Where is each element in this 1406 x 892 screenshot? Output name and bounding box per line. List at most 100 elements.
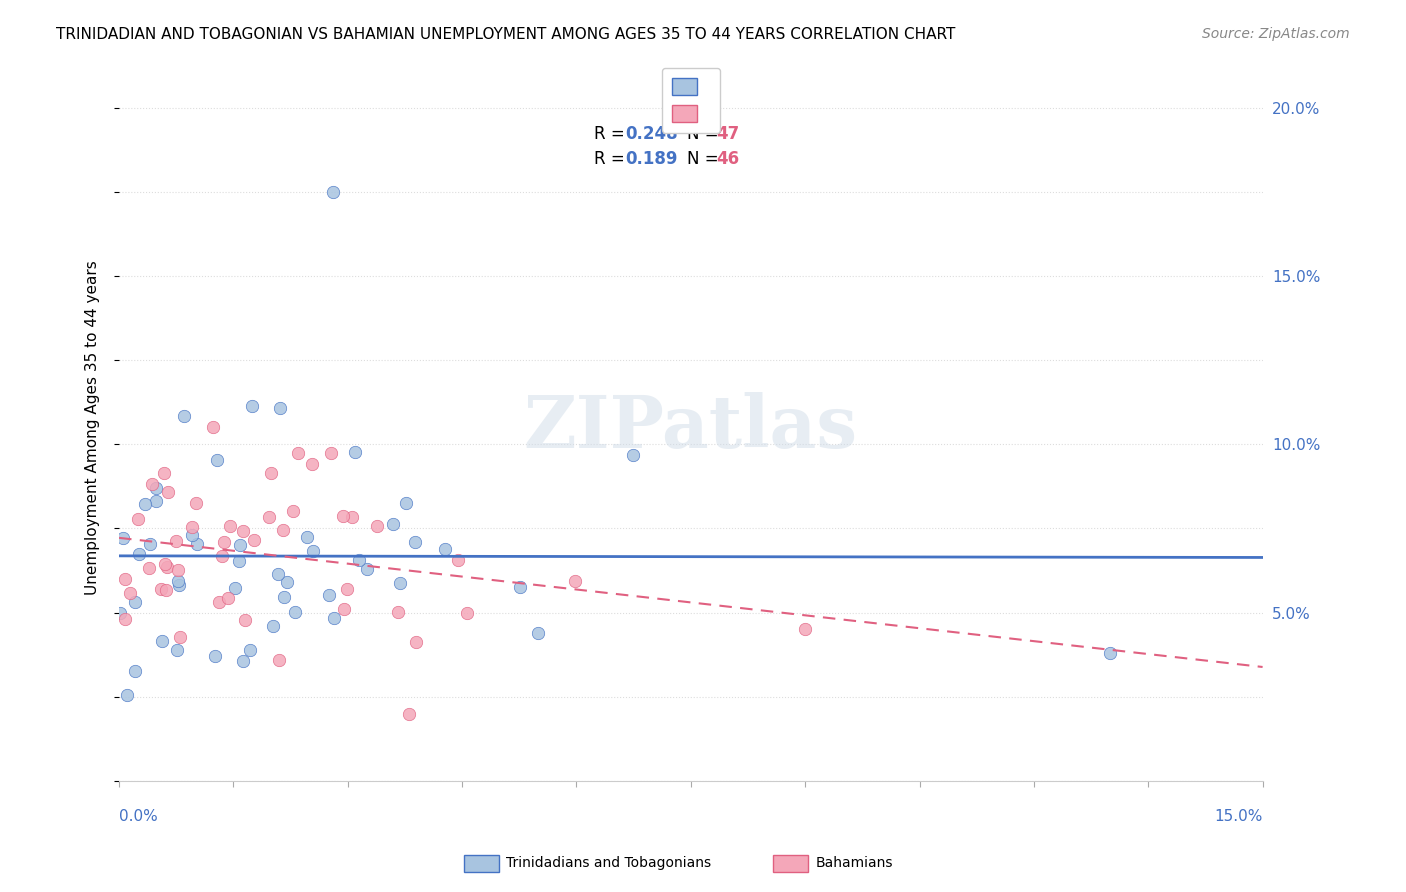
Point [398, 706, 420, 721]
Point [134, 497, 156, 511]
Point [114, 572, 136, 586]
Text: 0.189: 0.189 [626, 150, 678, 168]
Point [395, 496, 418, 510]
Point [141, 476, 163, 491]
Text: Trinidadians and Tobagonians: Trinidadians and Tobagonians [506, 856, 711, 871]
Point [1099, 646, 1122, 660]
Point [447, 553, 470, 567]
Point [205, 453, 228, 467]
Text: N =: N = [688, 150, 718, 168]
Point [340, 510, 363, 524]
Point [273, 590, 295, 604]
Point [302, 544, 325, 558]
Point [224, 582, 246, 596]
Point [180, 520, 202, 534]
Point [124, 664, 146, 678]
Text: R =: R = [593, 150, 624, 168]
Point [276, 574, 298, 589]
Point [153, 557, 176, 571]
Point [156, 559, 179, 574]
Point [150, 634, 173, 648]
Point [336, 582, 359, 596]
Point [115, 689, 138, 703]
Point [456, 606, 478, 620]
Point [260, 466, 283, 480]
Point [271, 523, 294, 537]
Point [404, 535, 426, 549]
Point [108, 607, 131, 621]
Legend: , : , [662, 68, 720, 133]
Point [166, 563, 188, 577]
Point [219, 518, 242, 533]
Point [118, 586, 141, 600]
Point [621, 448, 644, 462]
Point [262, 619, 284, 633]
Point [356, 562, 378, 576]
Point [155, 582, 177, 597]
Point [153, 466, 176, 480]
Point [295, 530, 318, 544]
Point [211, 549, 233, 563]
Point [318, 588, 340, 602]
Point [204, 648, 226, 663]
Point [202, 419, 225, 434]
Point [527, 626, 550, 640]
Point [243, 533, 266, 548]
Point [124, 595, 146, 609]
Point [343, 445, 366, 459]
Point [184, 496, 207, 510]
Point [322, 611, 344, 625]
Point [347, 553, 370, 567]
Point [232, 654, 254, 668]
Point [208, 594, 231, 608]
Point [217, 591, 239, 606]
Point [233, 613, 256, 627]
Y-axis label: Unemployment Among Ages 35 to 44 years: Unemployment Among Ages 35 to 44 years [86, 260, 100, 595]
Point [269, 652, 291, 666]
Point [139, 537, 162, 551]
Point [321, 446, 343, 460]
Point [167, 574, 190, 589]
Text: Source: ZipAtlas.com: Source: ZipAtlas.com [1202, 27, 1350, 41]
Point [180, 527, 202, 541]
Point [794, 623, 817, 637]
Point [284, 606, 307, 620]
Text: 0.0%: 0.0% [120, 809, 157, 824]
Text: TRINIDADIAN AND TOBAGONIAN VS BAHAMIAN UNEMPLOYMENT AMONG AGES 35 TO 44 YEARS CO: TRINIDADIAN AND TOBAGONIAN VS BAHAMIAN U… [56, 27, 956, 42]
Point [167, 578, 190, 592]
Point [186, 537, 208, 551]
Point [114, 612, 136, 626]
Point [165, 534, 187, 549]
Point [269, 401, 291, 415]
Point [509, 580, 531, 594]
Point [138, 561, 160, 575]
Text: 0.248: 0.248 [626, 125, 678, 143]
Point [267, 567, 290, 582]
Point [156, 485, 179, 500]
Point [145, 493, 167, 508]
Text: 46: 46 [716, 150, 740, 168]
Point [382, 516, 405, 531]
Point [173, 409, 195, 423]
Text: R =: R = [593, 125, 624, 143]
Point [229, 538, 252, 552]
Point [564, 574, 586, 588]
Point [281, 504, 304, 518]
Point [127, 512, 149, 526]
Point [228, 554, 250, 568]
Point [301, 458, 323, 472]
Point [212, 535, 235, 549]
Point [405, 635, 427, 649]
Point [239, 643, 262, 657]
Point [332, 509, 354, 524]
Text: Bahamians: Bahamians [815, 856, 893, 871]
Point [321, 185, 343, 199]
Point [145, 481, 167, 495]
Text: N =: N = [688, 125, 718, 143]
Point [366, 519, 388, 533]
Point [149, 582, 172, 596]
Point [333, 602, 356, 616]
Point [287, 446, 309, 460]
Point [434, 541, 457, 556]
Point [232, 524, 254, 538]
